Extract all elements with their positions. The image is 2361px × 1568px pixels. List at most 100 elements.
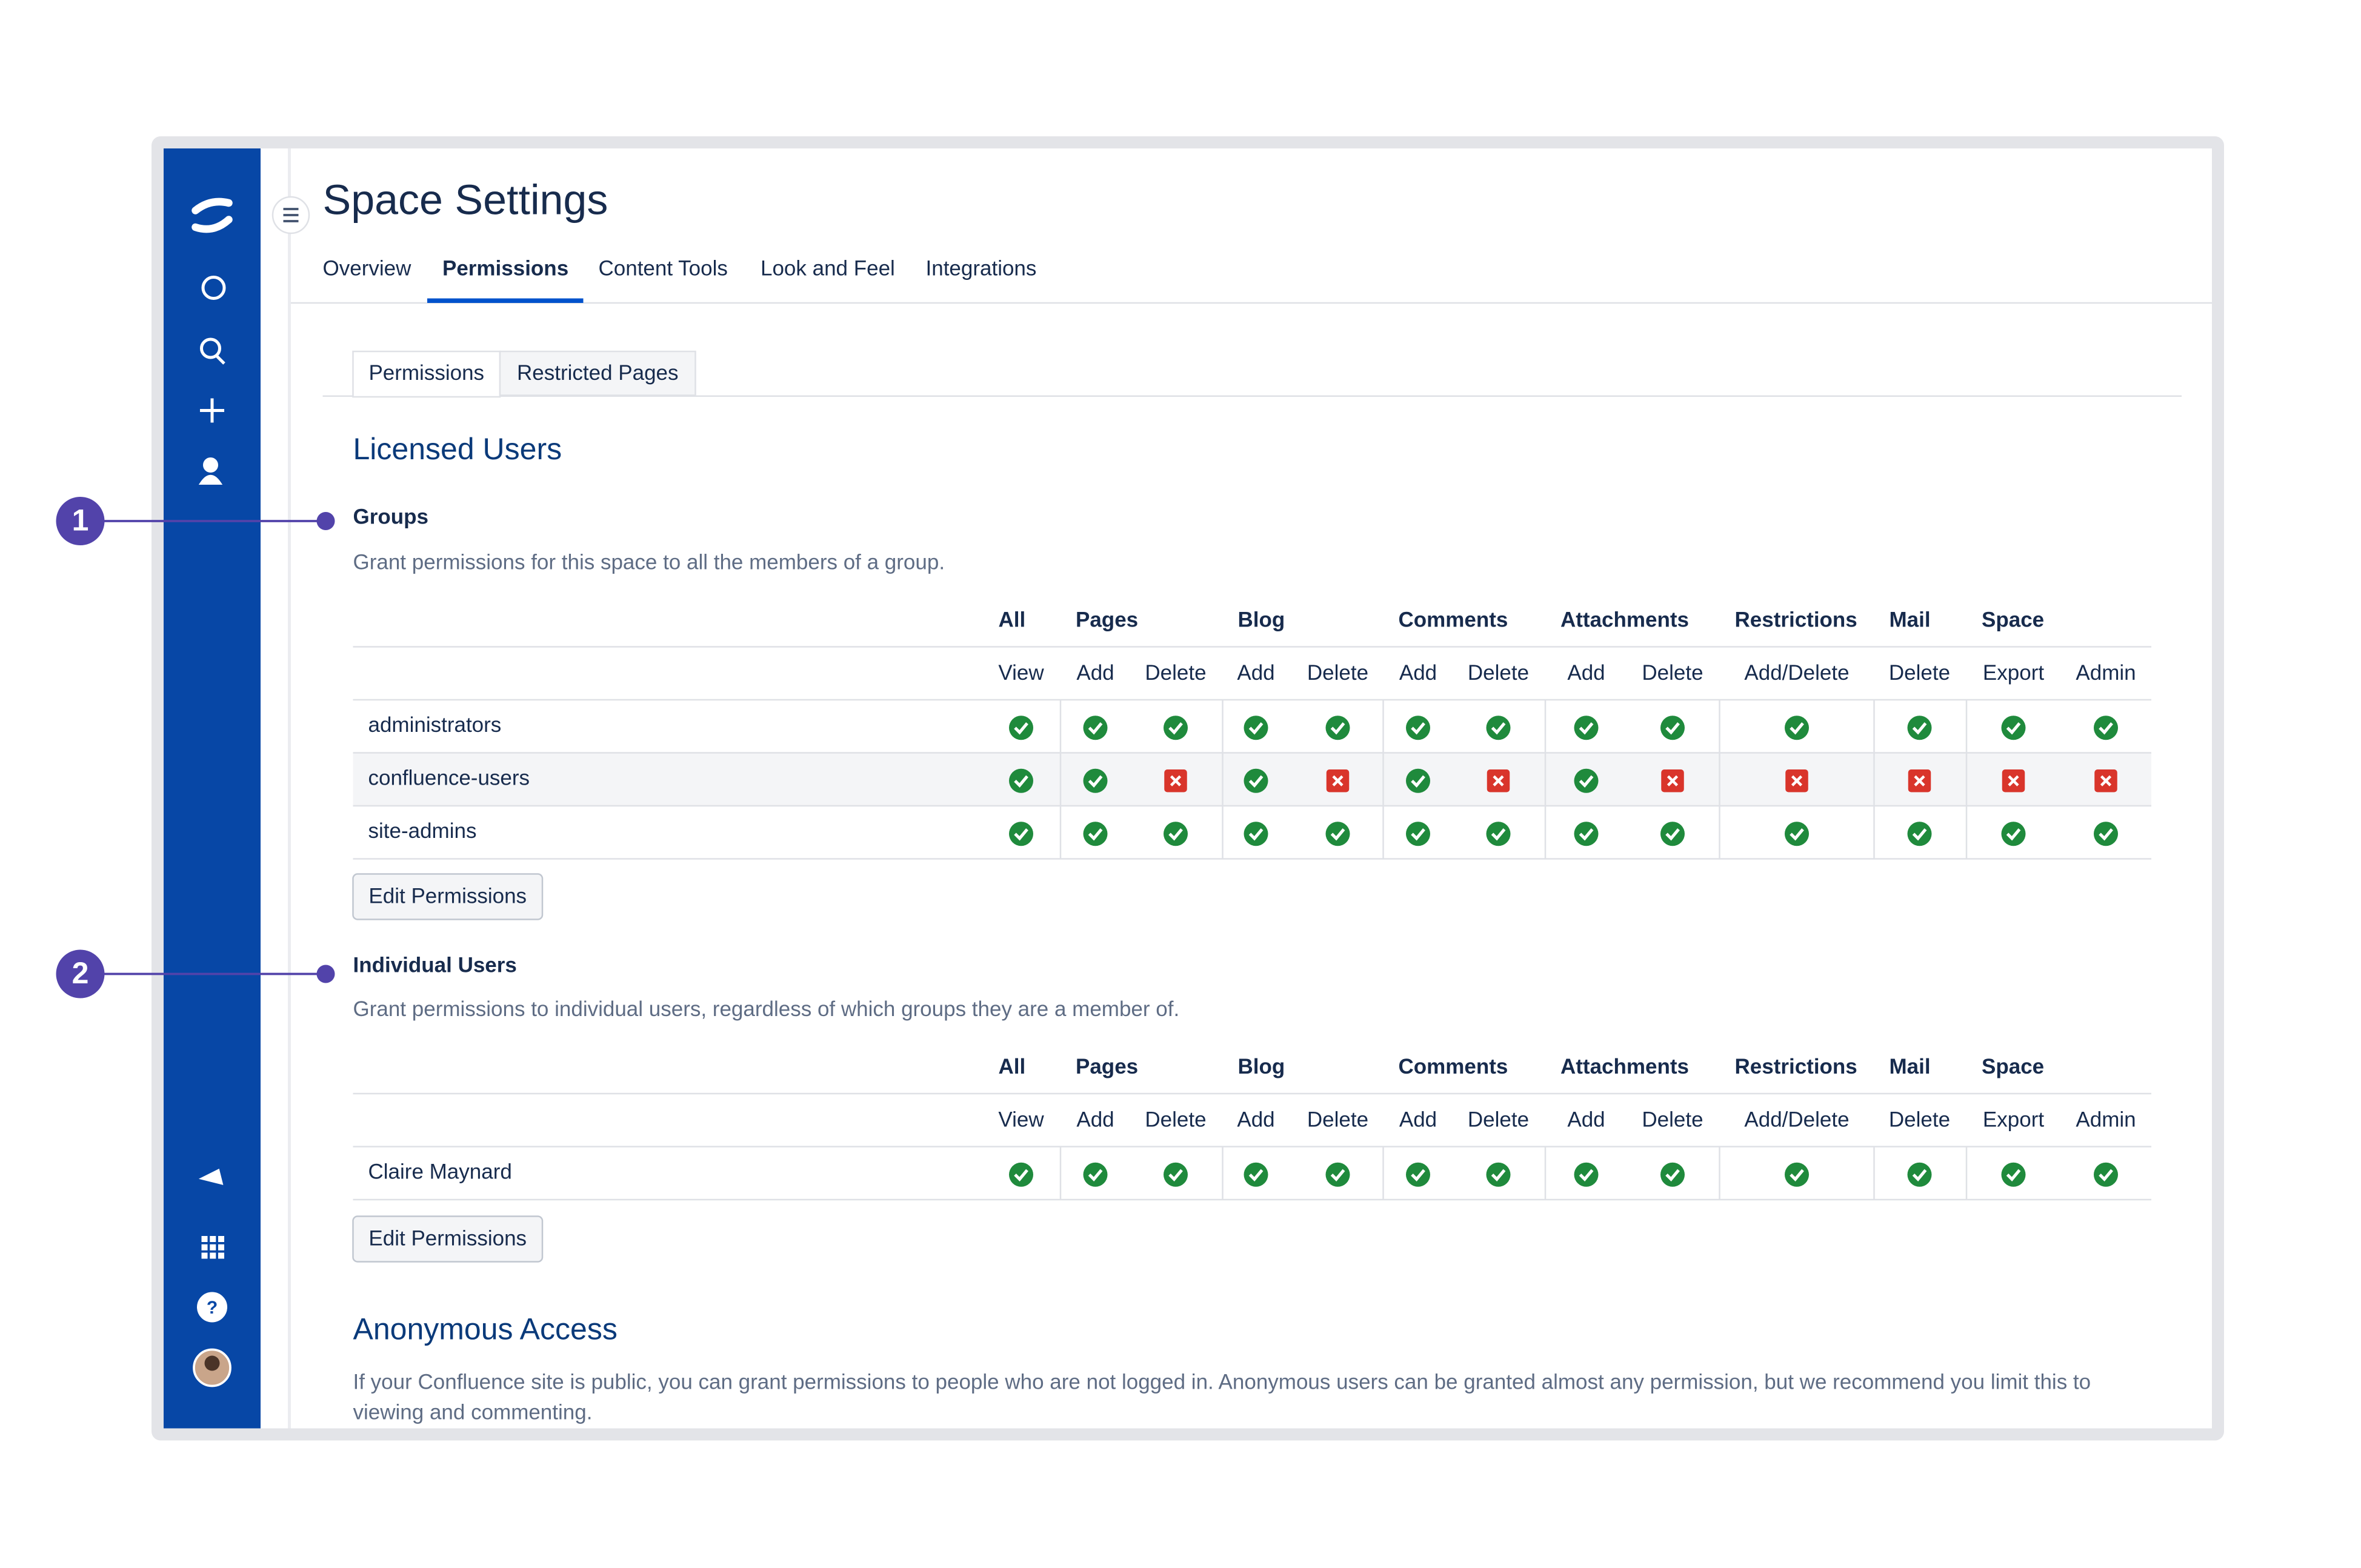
permission-granted	[1908, 716, 1932, 740]
permission-granted	[1660, 716, 1685, 740]
page-title: Space Settings	[323, 176, 608, 223]
column-header: View	[998, 661, 1044, 685]
row-name: confluence-users	[368, 766, 530, 790]
check-circle	[1244, 716, 1268, 740]
check-circle	[1487, 1163, 1511, 1187]
permission-granted	[1326, 822, 1350, 846]
anonymous-description-box: If your Confluence site is public, you c…	[353, 1366, 2149, 1430]
column-header: Export	[1983, 1108, 2044, 1131]
anonymous-description: If your Confluence site is public, you c…	[353, 1366, 2149, 1427]
check-circle	[1084, 769, 1108, 793]
nav-tab[interactable]: Integrations	[926, 256, 1037, 280]
check-circle	[1908, 822, 1932, 846]
subtab-label: Restricted Pages	[517, 361, 679, 385]
permission-granted	[1908, 822, 1932, 846]
group-header: Blog	[1238, 1055, 1285, 1078]
column-header: Delete	[1145, 661, 1206, 685]
column-header: Delete	[1642, 661, 1703, 685]
subtab-label: Permissions	[368, 361, 484, 385]
column-header: Add	[1237, 1108, 1274, 1131]
group-header: Mail	[1890, 1055, 1931, 1078]
check-circle	[1487, 716, 1511, 740]
subsection-title: Groups	[353, 505, 428, 528]
group-header: Pages	[1076, 1055, 1138, 1078]
column-header: Delete	[1889, 1108, 1950, 1131]
permission-denied	[2094, 769, 2117, 792]
edit-button-label: Edit Permissions	[368, 1227, 527, 1251]
group-header: Mail	[1890, 608, 1931, 631]
check-circle	[1660, 822, 1685, 846]
permission-granted	[2002, 1163, 2026, 1187]
permission-granted	[1164, 1163, 1188, 1187]
callout-number: 2	[72, 956, 89, 990]
permission-granted	[1660, 822, 1685, 846]
permission-granted	[1244, 1163, 1268, 1187]
callout-number: 1	[72, 503, 89, 537]
permission-granted	[2094, 822, 2118, 846]
check-circle	[1406, 716, 1430, 740]
permission-denied	[1908, 769, 1931, 792]
nav-tab[interactable]: Overview	[323, 256, 412, 280]
permission-denied	[1164, 769, 1187, 792]
permission-granted	[1574, 1163, 1599, 1187]
section-title: Licensed Users	[353, 432, 562, 466]
column-header: Delete	[1145, 1108, 1206, 1131]
group-header: All	[999, 1055, 1026, 1078]
column-header: Add	[1567, 1108, 1605, 1131]
permission-granted	[1785, 1163, 1809, 1187]
permission-granted	[1009, 1163, 1033, 1187]
row-name: administrators	[368, 713, 502, 737]
group-header: Attachments	[1560, 608, 1689, 631]
description: Grant permissions to individual users, r…	[353, 997, 1180, 1021]
permission-granted	[1574, 769, 1599, 793]
check-circle	[1326, 822, 1350, 846]
column-header: Delete	[1307, 661, 1368, 685]
permission-granted	[1084, 822, 1108, 846]
section-title: Anonymous Access	[353, 1312, 618, 1346]
check-circle	[1244, 769, 1268, 793]
permission-granted	[1487, 822, 1511, 846]
permission-granted	[1406, 822, 1430, 846]
column-header: Add	[1076, 661, 1114, 685]
check-circle	[1574, 822, 1599, 846]
check-circle	[1084, 716, 1108, 740]
nav-tab[interactable]: Look and Feel	[761, 256, 895, 280]
help-icon: ?	[207, 1298, 218, 1318]
permission-granted	[1164, 822, 1188, 846]
column-header: Admin	[2076, 1108, 2136, 1131]
column-header: Delete	[1889, 661, 1950, 685]
group-header: Restrictions	[1735, 608, 1857, 631]
permission-granted	[1009, 769, 1033, 793]
check-circle	[1908, 716, 1932, 740]
permission-granted	[1487, 716, 1511, 740]
permission-granted	[1785, 716, 1809, 740]
column-header: Delete	[1642, 1108, 1703, 1131]
permission-granted	[2002, 822, 2026, 846]
description: Grant permissions for this space to all …	[353, 550, 945, 574]
group-header: Comments	[1399, 1055, 1508, 1078]
check-circle	[1084, 1163, 1108, 1187]
column-header: Admin	[2076, 661, 2136, 685]
nav-tab[interactable]: Permissions	[442, 256, 568, 280]
check-circle	[1406, 769, 1430, 793]
check-circle	[1660, 716, 1685, 740]
permission-denied	[1785, 769, 1808, 792]
permission-granted	[1785, 822, 1809, 846]
callout-dot	[317, 965, 335, 983]
check-circle	[1009, 1163, 1033, 1187]
check-circle	[2094, 1163, 2118, 1187]
permission-granted	[1164, 716, 1188, 740]
check-circle	[1009, 822, 1033, 846]
column-header: Add/Delete	[1744, 661, 1849, 685]
permission-granted	[2094, 716, 2118, 740]
permission-granted	[1574, 822, 1599, 846]
check-circle	[1326, 1163, 1350, 1187]
subsection-title: Individual Users	[353, 953, 517, 977]
check-circle	[1908, 1163, 1932, 1187]
column-header: Add	[1567, 661, 1605, 685]
nav-tab[interactable]: Content Tools	[599, 256, 728, 280]
permission-granted	[1009, 716, 1033, 740]
active-tab-underline	[427, 299, 584, 304]
check-circle	[1009, 716, 1033, 740]
callout-dot	[317, 512, 335, 530]
